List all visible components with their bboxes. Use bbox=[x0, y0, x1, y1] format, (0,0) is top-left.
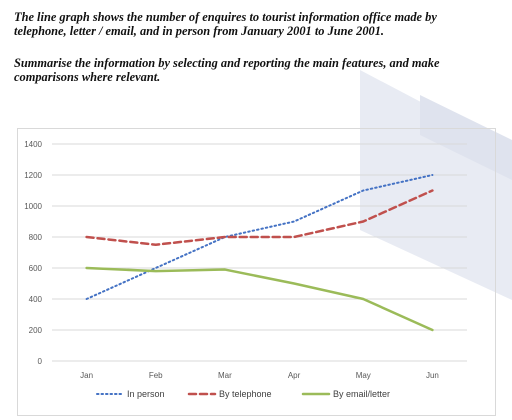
x-tick-label: Feb bbox=[149, 371, 163, 380]
task-instruction: Summarise the information by selecting a… bbox=[14, 56, 504, 84]
y-tick-label: 800 bbox=[29, 233, 43, 242]
x-tick-label: Jan bbox=[80, 371, 93, 380]
x-tick-label: Apr bbox=[288, 371, 301, 380]
y-tick-label: 200 bbox=[29, 326, 43, 335]
legend-label: By telephone bbox=[219, 389, 272, 399]
legend-label: By email/letter bbox=[333, 389, 390, 399]
series-line bbox=[85, 266, 434, 332]
line-chart: 0 200 400 600 800 1000 1200 1400 Jan Feb Mar Apr May… bbox=[24, 140, 467, 399]
x-tick-label: May bbox=[356, 371, 371, 380]
chart-frame bbox=[17, 128, 496, 416]
y-tick-label: 400 bbox=[29, 295, 43, 304]
x-tick-label: Mar bbox=[218, 371, 232, 380]
y-tick-label: 600 bbox=[29, 264, 43, 273]
task-line-2: telephone, letter / email, and in person… bbox=[14, 24, 385, 38]
task-line-3: Summarise the information by selecting a… bbox=[14, 56, 440, 70]
series-line bbox=[85, 189, 434, 246]
task-description: The line graph shows the number of enqui… bbox=[14, 10, 504, 38]
y-tick-label: 1200 bbox=[24, 171, 42, 180]
y-tick-label: 1400 bbox=[24, 140, 42, 149]
y-tick-label: 1000 bbox=[24, 202, 42, 211]
task-line-1: The line graph shows the number of enqui… bbox=[14, 10, 437, 24]
task-line-4: comparisons where relevant. bbox=[14, 70, 161, 84]
x-tick-label: Jun bbox=[426, 371, 439, 380]
y-tick-label: 0 bbox=[38, 357, 43, 366]
series-line bbox=[85, 174, 434, 300]
legend-label: In person bbox=[127, 389, 165, 399]
